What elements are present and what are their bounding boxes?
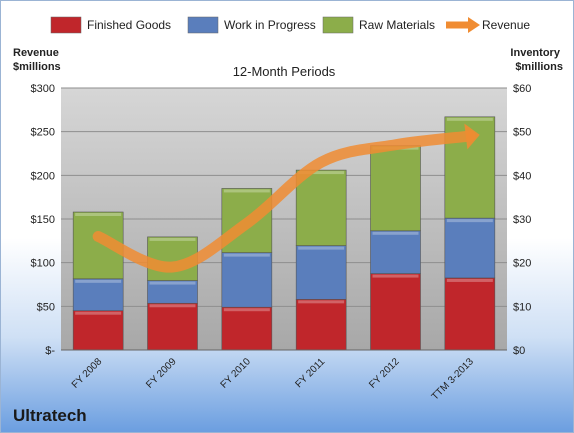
- bar-segment: [444, 277, 496, 351]
- revenue-line: [92, 130, 476, 273]
- left-tick-label: $-: [45, 345, 55, 357]
- legend-arrow-swatch: [468, 17, 480, 33]
- chart-title: 12-Month Periods: [233, 64, 336, 79]
- bar-highlight: [75, 279, 122, 283]
- bar-highlight: [75, 213, 122, 217]
- left-tick-label: $250: [31, 127, 55, 139]
- right-tick-label: $40: [513, 170, 531, 182]
- bar-segment: [72, 278, 124, 312]
- bar-highlight: [372, 274, 419, 278]
- bar-highlight: [446, 117, 493, 121]
- category-label: FY 2011: [293, 356, 327, 390]
- bar-highlight: [149, 304, 196, 308]
- bar-segment: [370, 230, 421, 274]
- legend-label: Revenue: [482, 18, 530, 32]
- bar-highlight: [298, 246, 345, 250]
- revenue-arrowhead: [464, 123, 480, 150]
- left-tick-label: $100: [31, 258, 55, 270]
- right-tick-label: $10: [513, 301, 531, 313]
- category-label: FY 2009: [144, 356, 179, 391]
- left-tick-label: $300: [31, 83, 55, 95]
- left-tick-label: $150: [31, 214, 55, 226]
- right-tick-label: $30: [513, 214, 531, 226]
- legend-label: Raw Materials: [359, 18, 435, 32]
- bar-segment: [444, 217, 496, 279]
- legend-label: Finished Goods: [87, 18, 171, 32]
- bar-highlight: [223, 189, 270, 193]
- bar-segment: [370, 273, 421, 351]
- right-axis-label: Inventory $millions: [510, 47, 563, 73]
- bar-segment: [221, 306, 273, 351]
- bar-highlight: [298, 300, 345, 304]
- bar-segment: [370, 145, 421, 232]
- bar-highlight: [223, 308, 270, 312]
- category-label: TTM 3-2013: [430, 356, 477, 403]
- bar-segment: [147, 302, 198, 351]
- category-label: FY 2010: [219, 356, 254, 391]
- bar-highlight: [298, 171, 345, 175]
- right-tick-label: $0: [513, 345, 525, 357]
- bar-highlight: [446, 278, 493, 282]
- left-tick-label: $50: [37, 301, 55, 313]
- left-axis-label: Revenue $millions: [13, 47, 62, 73]
- bar-segment: [295, 169, 347, 246]
- bar-highlight: [223, 253, 270, 257]
- bar-segment: [295, 245, 347, 300]
- bar-highlight: [149, 237, 196, 241]
- legend-swatch: [322, 16, 354, 34]
- bar-segment: [295, 299, 347, 351]
- legend-swatch: [187, 16, 219, 34]
- bar-segment: [221, 252, 273, 308]
- right-tick-label: $20: [513, 258, 531, 270]
- bar-highlight: [75, 311, 122, 315]
- bar-segment: [72, 310, 124, 351]
- bar-highlight: [149, 281, 196, 285]
- left-tick-label: $200: [31, 170, 55, 182]
- legend-label: Work in Progress: [224, 18, 316, 32]
- bar-highlight: [372, 231, 419, 235]
- category-label: FY 2008: [70, 356, 105, 391]
- right-tick-label: $60: [513, 83, 531, 95]
- company-name: Ultratech: [13, 406, 87, 425]
- bar-highlight: [446, 219, 493, 223]
- right-tick-label: $50: [513, 127, 531, 139]
- legend-swatch: [50, 16, 82, 34]
- category-label: FY 2012: [367, 356, 402, 391]
